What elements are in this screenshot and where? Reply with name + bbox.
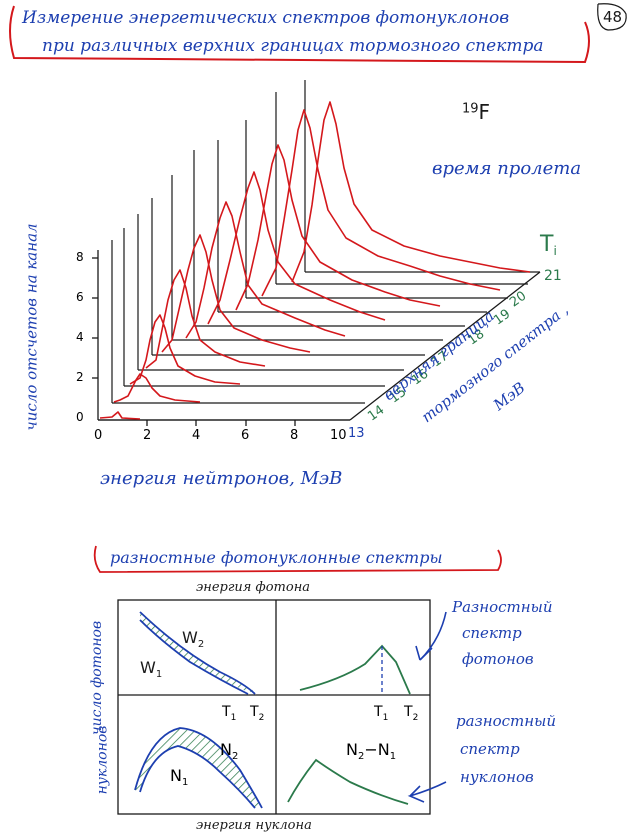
left-label-top: число фотонов: [89, 620, 106, 736]
x-tick-8: 8: [290, 428, 299, 443]
nucleon-callout-arrow: [407, 781, 447, 803]
x-tick-0: 0: [94, 428, 103, 443]
figure2-box: [117, 599, 431, 815]
photon-callout-1: Разностный: [452, 598, 553, 616]
x-tick-4: 4: [192, 428, 201, 443]
label-n-diff: N2−N1: [346, 740, 396, 762]
label-n2: N2: [220, 740, 238, 762]
t1-left-letter: T: [222, 704, 231, 720]
nucleon-difference-spectrum: [287, 758, 409, 805]
curve-n2: [134, 727, 263, 809]
y-tick-0: 0: [76, 410, 84, 424]
y-tick-4: 4: [76, 330, 84, 344]
page-number: 48: [603, 8, 623, 26]
bottom-axis-label: энергия нуклона: [196, 818, 312, 833]
depth-tick-21: 21: [544, 268, 562, 284]
label-t2-right: T2: [404, 704, 418, 723]
curve-w1: [139, 619, 249, 695]
label-t1-right: T1: [374, 704, 388, 723]
spectrum-17: [161, 234, 311, 353]
w1-sub: 1: [155, 669, 163, 681]
figure1-spectra: [99, 101, 531, 420]
n2-sub: 2: [231, 751, 239, 763]
spectrum-15: [129, 314, 241, 385]
t1-right-sub: 1: [382, 712, 389, 723]
isotope-label: 19F: [462, 100, 490, 124]
photon-difference-spectrum: [299, 644, 411, 695]
w1-letter: W: [140, 658, 156, 677]
y-tick-6: 6: [76, 290, 84, 304]
y-axis-label: число отсчетов на канал: [22, 223, 41, 431]
spectrum-16: [145, 269, 266, 369]
ti-sub: i: [553, 244, 557, 259]
w2-sub: 2: [197, 639, 205, 651]
spectrum-18: [185, 201, 346, 339]
photon-callout-arrow: [415, 611, 447, 661]
n2-letter: N: [220, 740, 232, 759]
spectrum-21a: [261, 109, 501, 297]
depth-tick-13: 13: [348, 426, 365, 441]
label-w1: W1: [140, 658, 162, 680]
top-axis-label: энергия фотона: [196, 580, 311, 595]
page-number-circle: [597, 3, 627, 31]
t2-left-letter: T: [250, 704, 259, 720]
y-tick-2: 2: [76, 370, 84, 384]
nucleon-callout-1: разностный: [456, 712, 557, 730]
ti-label: Ti: [540, 232, 557, 258]
t2-right-letter: T: [404, 704, 413, 720]
left-label-bottom: нуклонов: [94, 725, 111, 795]
nucleon-callout-3: нуклонов: [460, 768, 534, 786]
x-tick-6: 6: [241, 428, 250, 443]
spectrum-21b: [291, 101, 531, 283]
isotope-mass: 19: [462, 101, 479, 117]
n1-letter: N: [170, 766, 182, 785]
x-tick-2: 2: [143, 428, 152, 443]
spectrum-20: [235, 144, 441, 311]
w2-letter: W: [182, 628, 198, 647]
n1-sub: 1: [181, 777, 189, 789]
x-axis-label: энергия нейтронов, МэВ: [100, 468, 343, 489]
label-t2-left: T2: [250, 704, 264, 723]
curve-w2: [139, 611, 256, 695]
y-tick-8: 8: [76, 250, 84, 264]
ndiff-letter-a: N: [346, 740, 358, 759]
ndiff-sub-a: 2: [357, 751, 365, 763]
spectrum-19: [207, 171, 386, 325]
ndiff-sub-b: 1: [389, 751, 397, 763]
t2-left-sub: 2: [258, 712, 265, 723]
curve-n1: [139, 745, 256, 809]
t1-right-letter: T: [374, 704, 383, 720]
label-w2: W2: [182, 628, 204, 650]
ndiff-minus: −N: [364, 740, 390, 759]
ti-main: T: [540, 232, 554, 257]
title-line-1: Измерение энергетических спектров фотону…: [22, 8, 510, 28]
x-tick-10: 10: [330, 428, 347, 443]
method-label: время пролета: [432, 158, 582, 179]
label-n1: N1: [170, 766, 188, 788]
figure2-title-bracket: [93, 545, 502, 573]
title-line-2: при различных верхних границах тормозног…: [42, 36, 544, 56]
hatched-region-n: [135, 728, 262, 808]
spectrum-13: [99, 411, 141, 420]
label-t1-left: T1: [222, 704, 236, 723]
nucleon-callout-2: спектр: [460, 740, 520, 758]
photon-callout-3: фотонов: [462, 650, 534, 668]
t1-left-sub: 1: [230, 712, 237, 723]
figure2-title: разностные фотонуклонные спектры: [110, 548, 443, 567]
title-bracket: [9, 5, 590, 64]
photon-callout-2: спектр: [462, 624, 522, 642]
spectrum-14: [113, 373, 201, 403]
isotope-symbol: F: [478, 100, 491, 124]
t2-right-sub: 2: [412, 712, 419, 723]
